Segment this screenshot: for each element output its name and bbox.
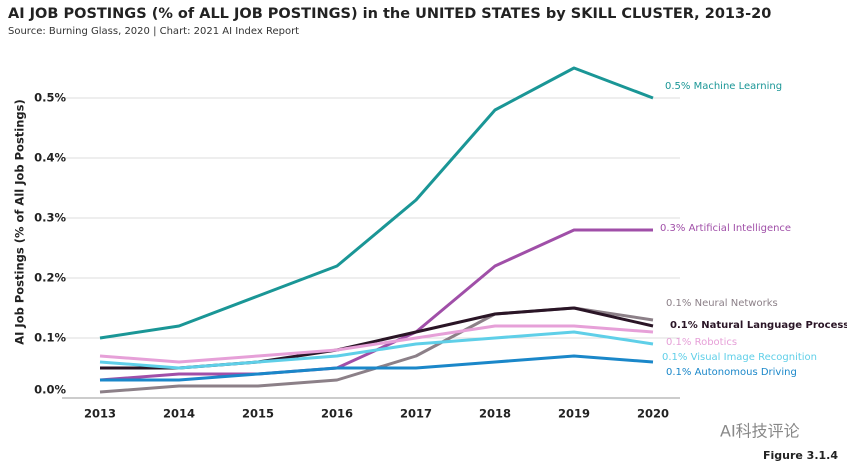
series-label: 0.1% Visual Image Recognition bbox=[662, 352, 817, 363]
y-tick-label: 0.1% bbox=[34, 331, 66, 345]
x-tick-label: 2019 bbox=[558, 407, 590, 421]
y-tick-label: 0.3% bbox=[34, 211, 66, 225]
y-tick-label: 0.0% bbox=[34, 383, 66, 397]
x-tick-label: 2017 bbox=[400, 407, 432, 421]
x-tick-label: 2014 bbox=[163, 407, 195, 421]
series-label: 0.5% Machine Learning bbox=[665, 81, 782, 92]
x-tick-label: 2013 bbox=[84, 407, 116, 421]
x-tick-label: 2020 bbox=[637, 407, 669, 421]
chart-title: AI JOB POSTINGS (% of ALL JOB POSTINGS) … bbox=[8, 6, 771, 22]
series-label: 0.1% Autonomous Driving bbox=[666, 367, 797, 378]
chart-subtitle: Source: Burning Glass, 2020 | Chart: 202… bbox=[8, 26, 299, 37]
y-axis-label: AI Job Postings (% of All Job Postings) bbox=[13, 99, 27, 345]
x-tick-label: 2016 bbox=[321, 407, 353, 421]
series-label: 0.1% Neural Networks bbox=[666, 298, 778, 309]
watermark: AI科技评论 bbox=[720, 422, 800, 441]
figure-label: Figure 3.1.4 bbox=[763, 449, 838, 462]
series-label: 0.1% Robotics bbox=[666, 337, 737, 348]
x-tick-label: 2018 bbox=[479, 407, 511, 421]
x-tick-label: 2015 bbox=[242, 407, 274, 421]
y-tick-label: 0.5% bbox=[34, 91, 66, 105]
series-label: 0.1% Natural Language Processing bbox=[670, 320, 847, 331]
series-line bbox=[99, 324, 654, 364]
series-line bbox=[99, 66, 654, 340]
y-tick-label: 0.2% bbox=[34, 271, 66, 285]
series-line bbox=[100, 354, 654, 382]
y-tick-label: 0.4% bbox=[34, 151, 66, 165]
series-label: 0.3% Artificial Intelligence bbox=[660, 223, 791, 234]
series-line bbox=[99, 330, 654, 370]
